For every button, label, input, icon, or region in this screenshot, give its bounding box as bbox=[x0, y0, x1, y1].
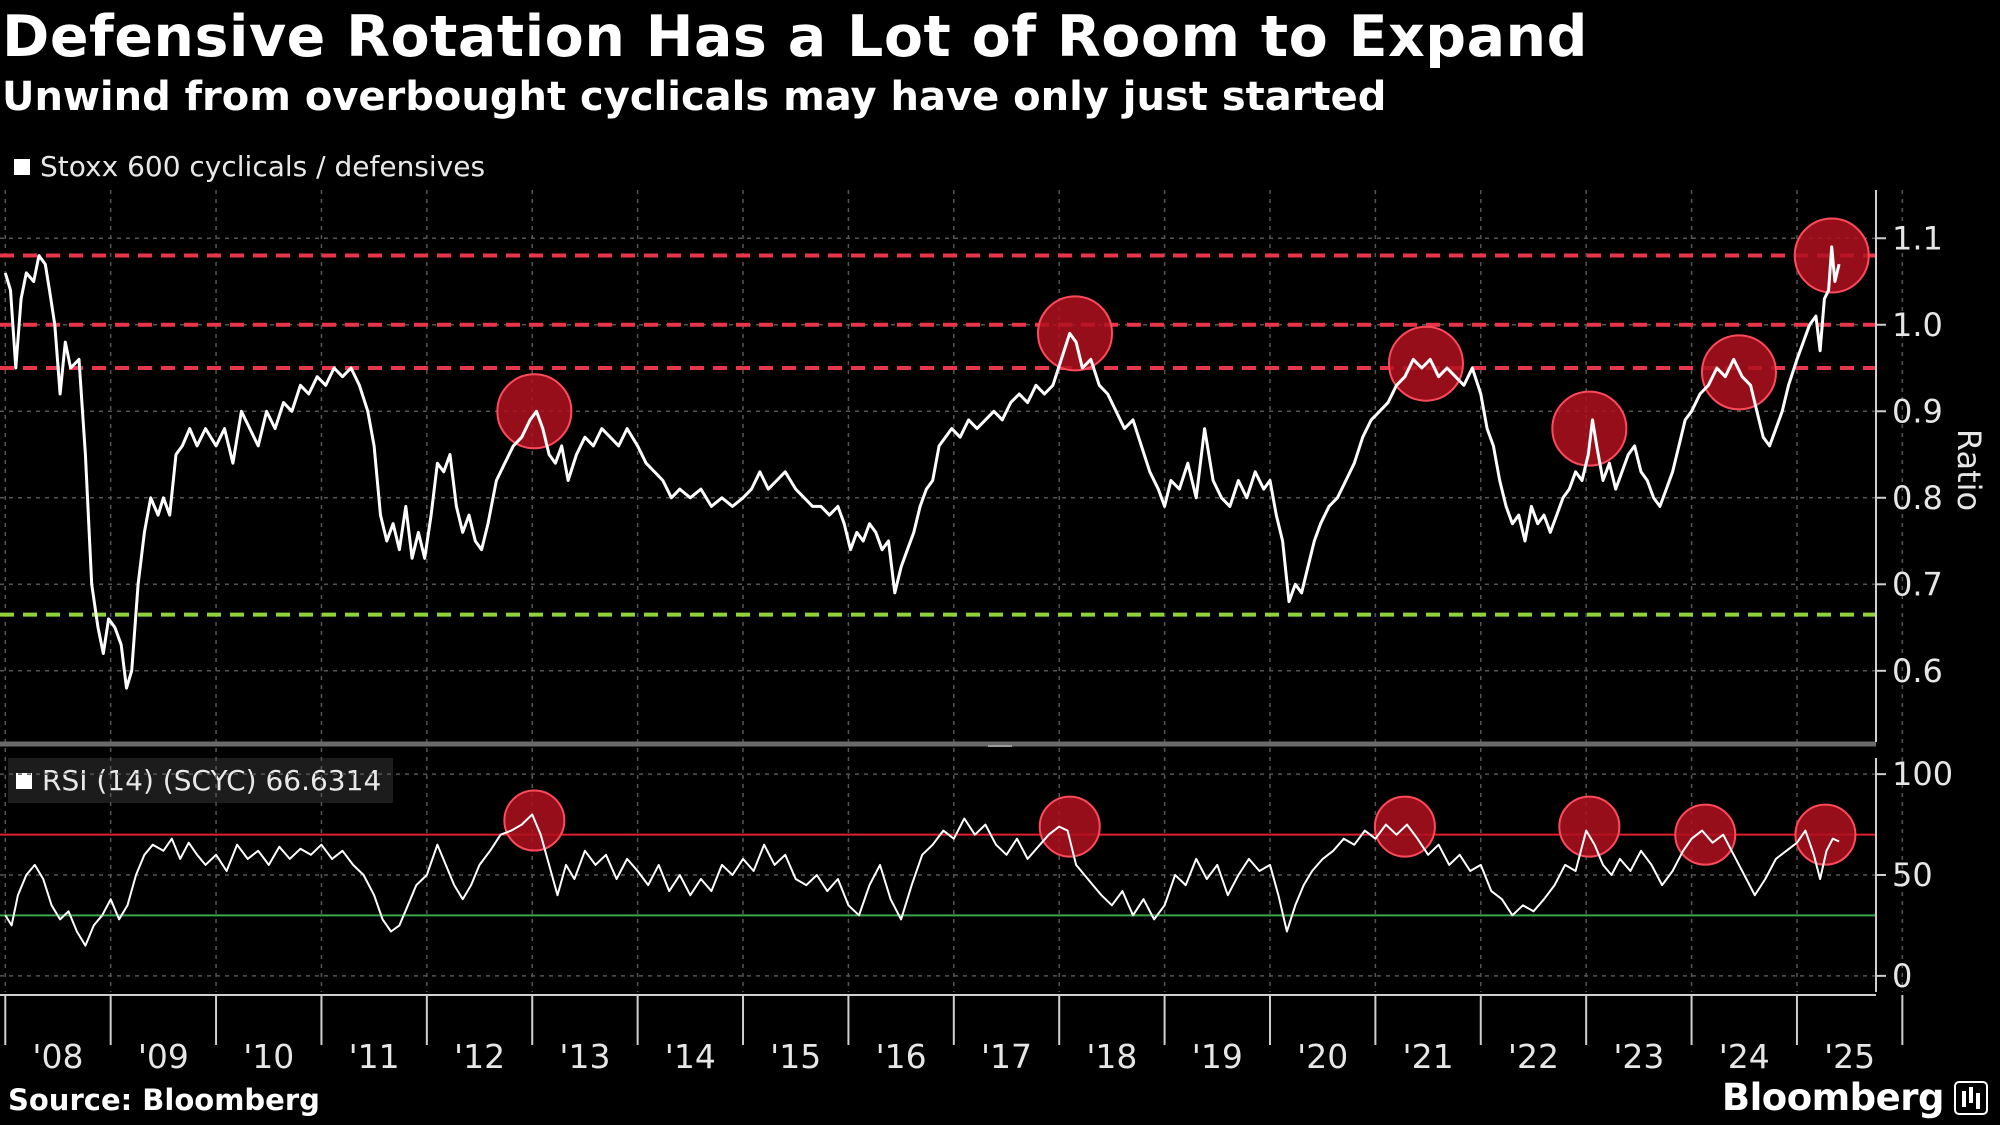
x-tick-label-14: '22 bbox=[1508, 1037, 1559, 1076]
chart-title: Defensive Rotation Has a Lot of Room to … bbox=[2, 4, 1588, 70]
rsi-legend: RSI (14) (SCYC) 66.6314 bbox=[8, 758, 394, 803]
x-tick-label-0: '08 bbox=[32, 1037, 83, 1076]
x-tick-label-7: '15 bbox=[770, 1037, 821, 1076]
main-reference-lines bbox=[0, 253, 1876, 617]
y-tick-label-3: 0.9 bbox=[1892, 392, 1943, 430]
y-tick-label-2: 0.8 bbox=[1892, 479, 1943, 517]
rsi-y-tick-label-0: 0 bbox=[1892, 957, 1912, 995]
rsi-y-tick-label-2: 100 bbox=[1892, 755, 1953, 793]
x-tick-label-16: '24 bbox=[1719, 1037, 1770, 1076]
axes bbox=[0, 190, 1877, 996]
x-tick-label-4: '12 bbox=[454, 1037, 505, 1076]
x-tick-label-2: '10 bbox=[243, 1037, 294, 1076]
x-tick-label-9: '17 bbox=[981, 1037, 1032, 1076]
highlight-circle-1 bbox=[1037, 295, 1114, 372]
legend-label-rsi: RSI (14) (SCYC) 66.6314 bbox=[42, 764, 382, 797]
y-tick-label-1: 0.7 bbox=[1892, 565, 1943, 603]
highlight-circle-0 bbox=[496, 373, 573, 450]
x-tick-label-1: '09 bbox=[138, 1037, 189, 1076]
chart-subtitle: Unwind from overbought cyclicals may hav… bbox=[2, 74, 1387, 120]
y-axis-label: Ratio bbox=[1950, 429, 1988, 511]
main-legend: Stoxx 600 cyclicals / defensives bbox=[14, 150, 485, 183]
x-tick-label-15: '23 bbox=[1613, 1037, 1664, 1076]
x-tick-label-12: '20 bbox=[1297, 1037, 1348, 1076]
highlight-circle-3 bbox=[1551, 390, 1628, 467]
legend-swatch-rsi bbox=[16, 772, 32, 789]
brand-logo: Bloomberg bbox=[1722, 1076, 1988, 1119]
rsi-highlight-circles bbox=[503, 789, 1857, 866]
rsi-y-tick-label-1: 50 bbox=[1892, 856, 1933, 894]
x-tick-label-11: '19 bbox=[1192, 1037, 1243, 1076]
legend-label-ratio: Stoxx 600 cyclicals / defensives bbox=[40, 150, 486, 183]
rsi-highlight-circle-1 bbox=[1038, 795, 1101, 858]
grid-lines bbox=[0, 190, 1904, 992]
brand-name: Bloomberg bbox=[1721, 1076, 1945, 1119]
x-tick-label-10: '18 bbox=[1086, 1037, 1137, 1076]
rsi-highlight-circle-5 bbox=[1794, 803, 1857, 866]
x-tick-label-17: '25 bbox=[1824, 1037, 1875, 1076]
y-tick-label-4: 1.0 bbox=[1892, 306, 1943, 344]
source-note: Source: Bloomberg bbox=[8, 1083, 320, 1117]
x-tick-labels: '08 '09 '10 '11 '12 '13 '14 '15 '16 '17 '18 '19 '20 '… bbox=[4, 995, 1904, 1076]
rsi-highlight-circle-3 bbox=[1558, 795, 1621, 858]
y-tick-label-5: 1.1 bbox=[1892, 219, 1943, 257]
y-tick-label-0: 0.6 bbox=[1892, 652, 1943, 690]
main-y-tick-labels: 0.6 0.7 0.8 0.9 1.0 1.1 bbox=[1876, 219, 1943, 690]
bloomberg-terminal-icon bbox=[1954, 1080, 1988, 1115]
legend-swatch-ratio bbox=[14, 158, 30, 175]
rsi-series-line bbox=[4, 813, 1840, 947]
x-tick-label-8: '16 bbox=[876, 1037, 927, 1076]
ratio-series-line bbox=[3, 245, 1841, 690]
x-tick-label-6: '14 bbox=[665, 1037, 716, 1076]
x-tick-label-3: '11 bbox=[349, 1037, 400, 1076]
x-tick-label-5: '13 bbox=[559, 1037, 610, 1076]
x-tick-label-13: '21 bbox=[1403, 1037, 1454, 1076]
rsi-y-tick-labels: 0 50 100 bbox=[1876, 755, 1953, 995]
